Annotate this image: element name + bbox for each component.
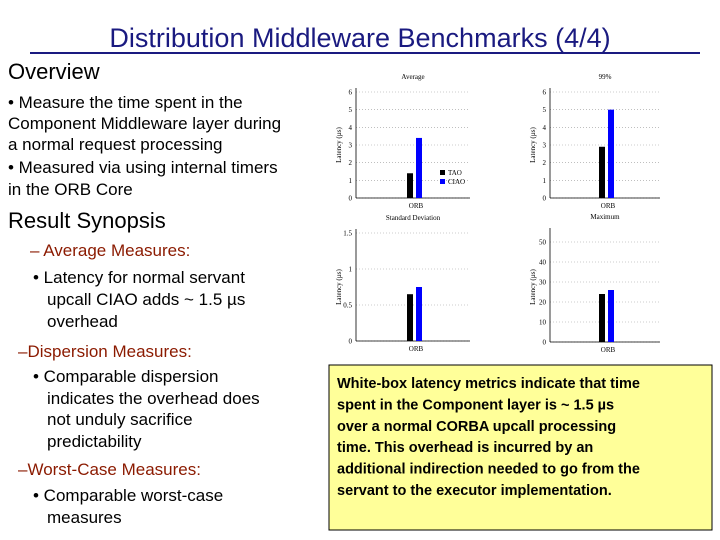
chart-title: Standard Deviation — [386, 214, 441, 222]
synopsis-line: measures — [47, 508, 122, 527]
synopsis-group-heading: –Dispersion Measures: — [18, 342, 192, 361]
y-tick-label: 0.5 — [343, 302, 352, 310]
chart-title: Average — [401, 73, 424, 81]
chart-title: Maximum — [590, 213, 620, 221]
synopsis-heading: Result Synopsis — [8, 208, 166, 233]
y-tick-label: 5 — [543, 106, 547, 114]
y-tick-label: 1 — [349, 266, 353, 274]
bar — [599, 294, 605, 342]
y-tick-label: 6 — [543, 89, 547, 97]
y-tick-label: 5 — [349, 106, 353, 114]
slide-title: Distribution Middleware Benchmarks (4/4) — [109, 23, 610, 53]
bar — [608, 109, 614, 198]
y-tick-label: 1 — [349, 177, 353, 185]
legend-label: CIAO — [448, 178, 465, 186]
overview-line: Component Middleware layer during — [8, 114, 281, 133]
y-tick-label: 30 — [539, 279, 547, 287]
y-axis-label: Latency (µs) — [335, 126, 343, 162]
y-tick-label: 3 — [543, 142, 547, 150]
bar — [608, 290, 614, 342]
chart-title: 99% — [599, 73, 612, 81]
x-tick-label: ORB — [601, 202, 616, 210]
y-tick-label: 6 — [349, 89, 353, 97]
synopsis-line: • Latency for normal servant — [33, 268, 245, 287]
callout-line: time. This overhead is incurred by an — [337, 440, 593, 456]
synopsis-line: upcall CIAO adds ~ 1.5 µs — [47, 290, 245, 309]
y-axis-label: Latency (µs) — [529, 268, 537, 304]
synopsis-line: overhead — [47, 312, 118, 331]
y-tick-label: 1 — [543, 177, 547, 185]
overview-line: • Measure the time spent in the — [8, 93, 243, 112]
bar — [416, 287, 422, 341]
overview-line: in the ORB Core — [8, 180, 133, 199]
y-tick-label: 0 — [349, 338, 353, 346]
callout-line: over a normal CORBA upcall processing — [337, 419, 616, 435]
text-body: • Measure the time spent in the Component… — [8, 93, 640, 527]
callout-line: White-box latency metrics indicate that … — [337, 376, 640, 392]
overview-line: • Measured via using internal timers — [8, 158, 278, 177]
bar — [407, 173, 413, 198]
x-tick-label: ORB — [409, 345, 424, 353]
synopsis-line: • Comparable dispersion — [33, 367, 219, 386]
y-tick-label: 0 — [349, 195, 353, 203]
x-tick-label: ORB — [601, 346, 616, 354]
y-tick-label: 4 — [543, 124, 547, 132]
bar — [407, 294, 413, 341]
y-tick-label: 4 — [349, 124, 353, 132]
y-tick-label: 3 — [349, 142, 353, 150]
overview-line: a normal request processing — [8, 135, 223, 154]
legend-label: TAO — [448, 169, 462, 177]
y-tick-label: 2 — [543, 159, 547, 167]
callout-box — [328, 364, 713, 531]
synopsis-line: indicates the overhead does — [47, 389, 260, 408]
y-tick-label: 10 — [539, 319, 547, 327]
y-axis-label: Latency (µs) — [529, 126, 537, 162]
synopsis-group-heading: –Worst-Case Measures: — [18, 460, 201, 479]
callout-line: spent in the Component layer is ~ 1.5 µs — [337, 397, 614, 413]
y-axis-label: Latency (µs) — [335, 268, 343, 304]
y-tick-label: 40 — [539, 259, 547, 267]
y-tick-label: 1.5 — [343, 230, 352, 238]
bar — [416, 137, 422, 198]
legend-swatch — [440, 179, 445, 184]
callout-line: servant to the executor implementation. — [337, 483, 612, 499]
y-tick-label: 0 — [543, 339, 547, 347]
y-tick-label: 20 — [539, 299, 547, 307]
synopsis-line: predictability — [47, 432, 142, 451]
x-tick-label: ORB — [409, 202, 424, 210]
callout-line: additional indirection needed to go from… — [337, 462, 640, 478]
legend-swatch — [440, 170, 445, 175]
synopsis-line: not unduly sacrifice — [47, 410, 193, 429]
bar — [599, 146, 605, 198]
synopsis-line: • Comparable worst-case — [33, 486, 223, 505]
y-tick-label: 2 — [349, 159, 353, 167]
y-tick-label: 0 — [543, 195, 547, 203]
y-tick-label: 50 — [539, 239, 547, 247]
synopsis-group-heading: – Average Measures: — [30, 241, 190, 260]
overview-heading: Overview — [8, 59, 100, 84]
